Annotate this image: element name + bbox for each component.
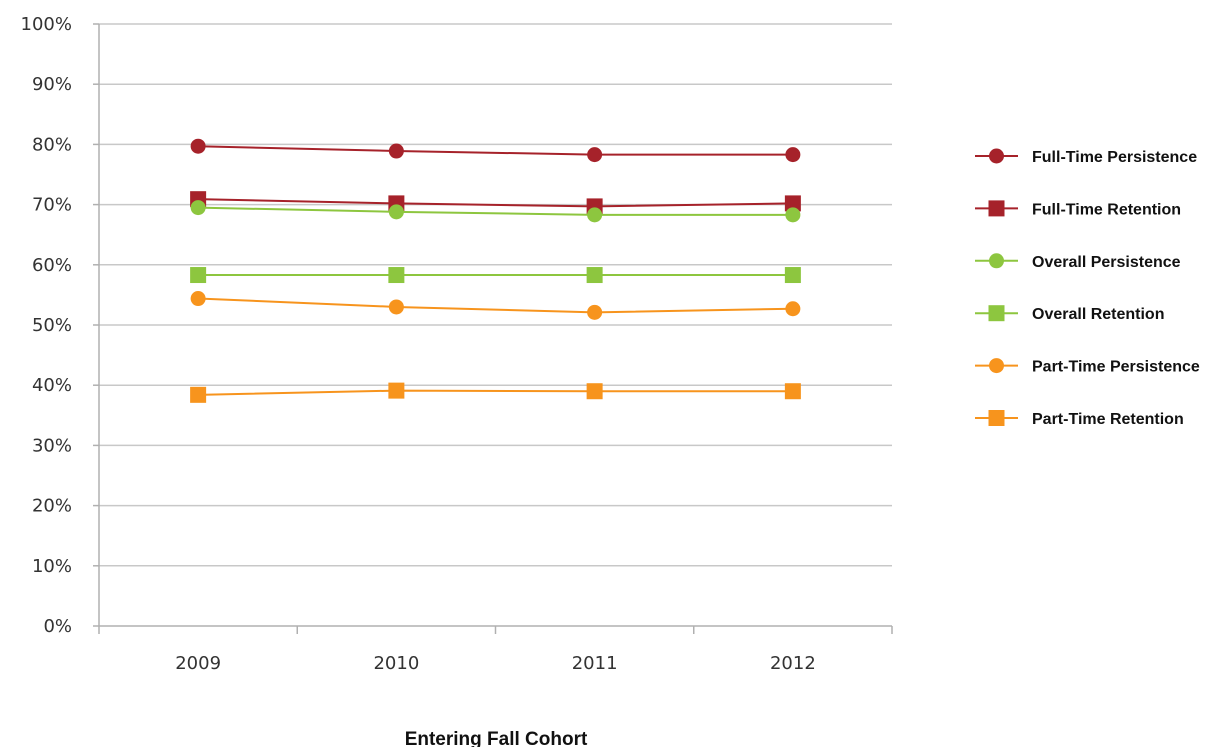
series-full-time-persistence xyxy=(190,138,801,163)
y-tick-label: 30% xyxy=(32,435,72,456)
legend-label: Full-Time Persistence xyxy=(1032,149,1197,166)
data-point xyxy=(388,204,404,220)
data-point xyxy=(388,382,405,399)
legend-entry: Part-Time Persistence xyxy=(975,358,1200,376)
y-tick-label: 40% xyxy=(32,375,72,396)
data-point xyxy=(785,301,801,317)
y-tick-label: 50% xyxy=(32,315,72,336)
y-tick-label: 80% xyxy=(32,134,72,155)
gridlines xyxy=(99,23,892,567)
data-point xyxy=(785,147,801,163)
plot-area xyxy=(190,138,801,403)
legend-entry: Part-Time Retention xyxy=(975,410,1184,428)
legend-marker xyxy=(988,305,1005,322)
legend-label: Overall Persistence xyxy=(1032,254,1181,271)
x-axis-title: Entering Fall Cohort xyxy=(405,729,588,747)
data-point xyxy=(190,200,206,216)
legend-entry: Full-Time Retention xyxy=(975,200,1181,218)
data-point xyxy=(388,299,404,315)
series-line xyxy=(198,198,793,208)
legend-label: Overall Retention xyxy=(1032,306,1164,323)
data-point xyxy=(388,267,405,284)
data-point xyxy=(190,138,206,154)
legend-marker xyxy=(989,253,1004,269)
data-point xyxy=(784,383,801,400)
y-tick-label: 70% xyxy=(32,195,72,216)
legend-entry: Overall Retention xyxy=(975,305,1164,323)
x-tick-label: 2010 xyxy=(373,653,419,674)
legend: Full-Time Persistence Full-Time Retention… xyxy=(975,148,1200,428)
y-axis-tick-labels: 0% 10% 20% 30% 40% 50% 60% 70% 80% 90% 100% xyxy=(21,14,72,637)
y-tick-label: 100% xyxy=(21,14,72,35)
data-point xyxy=(587,147,603,163)
data-point xyxy=(190,291,206,307)
y-tick-label: 0% xyxy=(43,616,72,637)
series-part-time-retention xyxy=(190,382,801,403)
data-point xyxy=(785,207,801,223)
x-tick-label: 2009 xyxy=(175,653,221,674)
legend-marker xyxy=(989,148,1004,164)
data-point xyxy=(587,304,603,320)
legend-entry: Full-Time Persistence xyxy=(975,148,1197,166)
y-tick-label: 90% xyxy=(32,74,72,95)
x-tick-label: 2012 xyxy=(770,653,816,674)
series-overall-persistence xyxy=(190,200,801,223)
legend-label: Part-Time Persistence xyxy=(1032,359,1200,376)
series-line xyxy=(198,389,793,396)
data-point xyxy=(784,195,801,212)
legend-marker xyxy=(988,200,1005,217)
legend-entry: Overall Persistence xyxy=(975,253,1181,271)
y-tick-label: 20% xyxy=(32,496,72,517)
legend-label: Part-Time Retention xyxy=(1032,411,1184,428)
x-tick-label: 2011 xyxy=(572,653,618,674)
series-part-time-persistence xyxy=(190,291,801,320)
series-overall-retention xyxy=(190,267,801,284)
legend-marker xyxy=(988,410,1005,426)
data-point xyxy=(587,207,603,223)
legend-marker xyxy=(989,358,1004,374)
series-full-time-retention xyxy=(190,191,801,215)
data-point xyxy=(586,383,603,400)
data-point xyxy=(190,386,207,403)
y-tick-label: 60% xyxy=(32,255,72,276)
data-point xyxy=(784,267,801,284)
y-tick-label: 10% xyxy=(32,556,72,577)
x-axis-tick-labels: 2009 2010 2011 2012 xyxy=(175,653,816,674)
data-point xyxy=(388,143,404,159)
axes xyxy=(93,23,893,634)
series-line xyxy=(198,206,793,216)
data-point xyxy=(190,267,207,284)
series-line xyxy=(198,145,793,156)
legend-label: Full-Time Retention xyxy=(1032,201,1181,218)
data-point xyxy=(586,267,603,284)
series-line xyxy=(198,297,793,314)
